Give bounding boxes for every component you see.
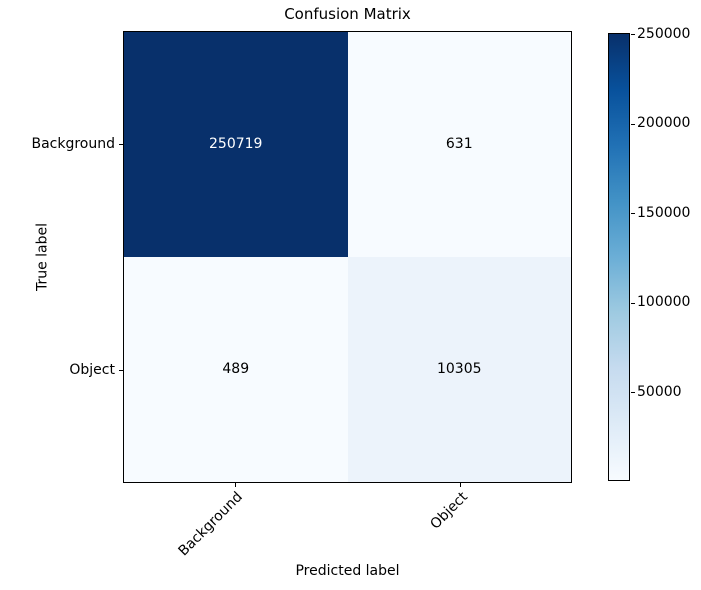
x-axis-label: Predicted label [295,563,400,579]
colorbar-tick-label: 100000 [637,294,691,310]
x-tick-mark [460,483,461,487]
cell-value: 631 [445,136,473,152]
matrix-cell: 631 [347,32,571,257]
colorbar-tick-mark [631,213,635,214]
matrix-cell: 489 [124,257,348,482]
colorbar-tick-mark [631,124,635,125]
y-tick-label: Object [69,362,115,378]
heatmap-plot: 250719 631 489 10305 [123,31,572,483]
cell-value: 250719 [209,136,263,152]
matrix-cell: 250719 [124,32,348,257]
x-tick-label: Background [175,489,247,560]
matrix-cell: 10305 [347,257,571,482]
colorbar-tick-label: 150000 [637,205,691,221]
y-tick-mark [119,144,123,145]
y-tick-mark [119,370,123,371]
y-axis-label: True label [34,222,51,292]
colorbar-tick-label: 200000 [637,115,691,131]
colorbar-tick-mark [631,303,635,304]
cell-value: 489 [222,361,250,377]
x-tick-label: Object [427,489,472,533]
x-tick-mark [235,483,236,487]
colorbar-tick-label: 50000 [637,384,682,400]
chart-title: Confusion Matrix [284,5,411,23]
colorbar-tick-mark [631,34,635,35]
colorbar-tick-label: 250000 [637,26,691,42]
colorbar-tick-mark [631,392,635,393]
colorbar [608,33,630,481]
y-tick-label: Background [31,136,115,152]
cell-value: 10305 [436,361,482,377]
